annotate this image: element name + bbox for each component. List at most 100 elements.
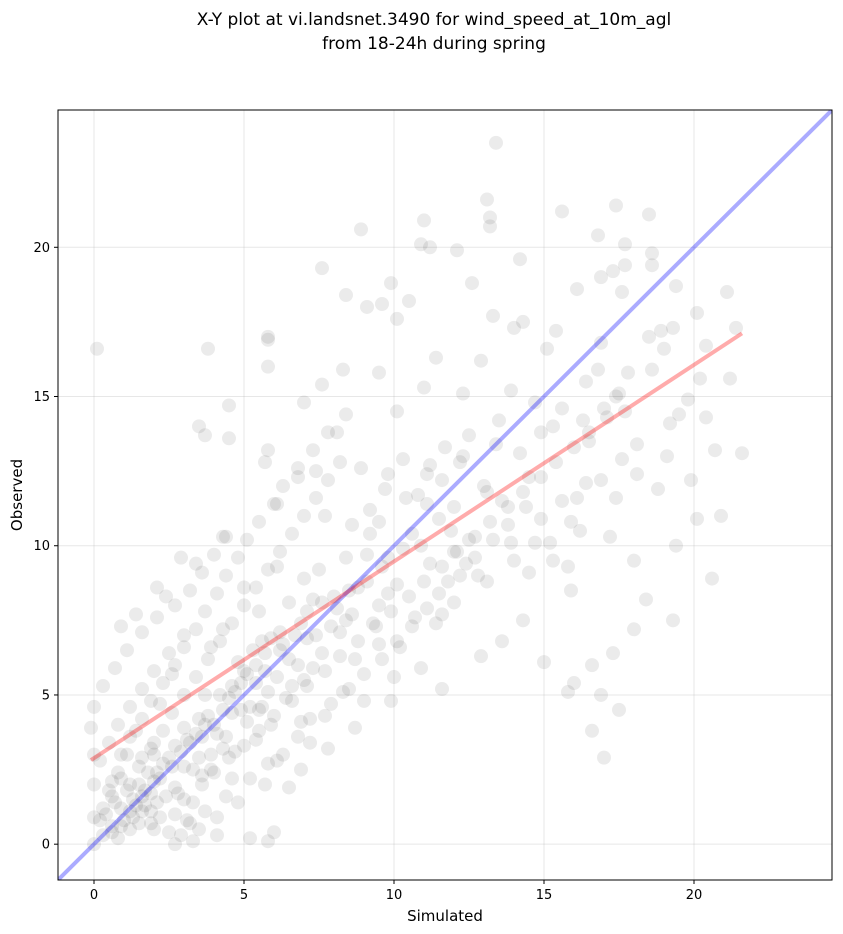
data-point	[480, 574, 494, 589]
data-point	[264, 631, 278, 646]
data-point	[261, 443, 275, 458]
data-point	[273, 544, 287, 559]
data-point	[180, 813, 194, 828]
data-point	[408, 610, 422, 625]
data-point	[195, 777, 209, 792]
data-point	[516, 314, 530, 329]
data-point	[105, 819, 119, 834]
data-point	[135, 804, 149, 819]
grid-lines	[58, 110, 832, 880]
x-tick-label: 10	[386, 888, 403, 903]
y-axis-label: Observed	[8, 459, 26, 531]
data-point	[432, 511, 446, 526]
data-point	[414, 237, 428, 252]
data-point	[162, 750, 176, 765]
data-point	[270, 496, 284, 511]
data-point	[243, 831, 257, 846]
data-point	[222, 750, 236, 765]
data-point	[234, 676, 248, 691]
data-point	[141, 765, 155, 780]
data-point	[111, 717, 125, 732]
data-point	[444, 523, 458, 538]
data-point	[252, 702, 266, 717]
data-point	[468, 529, 482, 544]
data-point	[90, 341, 104, 356]
data-point	[315, 377, 329, 392]
data-point	[561, 559, 575, 574]
data-point	[645, 258, 659, 273]
data-point	[438, 440, 452, 455]
one-to-one-line	[58, 110, 832, 880]
data-point	[297, 571, 311, 586]
data-point	[582, 434, 596, 449]
data-point	[144, 741, 158, 756]
data-point	[105, 774, 119, 789]
data-point	[267, 496, 281, 511]
data-point	[489, 437, 503, 452]
y-tick-label: 0	[42, 838, 50, 853]
data-point	[384, 276, 398, 291]
data-point	[87, 777, 101, 792]
data-point	[294, 762, 308, 777]
data-point	[630, 437, 644, 452]
data-point	[300, 679, 314, 694]
data-point	[150, 610, 164, 625]
data-point	[222, 431, 236, 446]
data-point	[612, 702, 626, 717]
data-point	[420, 496, 434, 511]
data-point	[96, 679, 110, 694]
data-point	[147, 747, 161, 762]
data-point	[249, 580, 263, 595]
data-point	[570, 282, 584, 297]
data-point	[360, 299, 374, 314]
data-point	[504, 535, 518, 550]
data-point	[261, 834, 275, 849]
data-point	[144, 816, 158, 831]
data-point	[384, 693, 398, 708]
data-point	[294, 714, 308, 729]
data-point	[516, 485, 530, 500]
data-point	[156, 676, 170, 691]
data-point	[609, 198, 623, 213]
data-point	[390, 634, 404, 649]
data-point	[390, 577, 404, 592]
data-point	[564, 514, 578, 529]
data-point	[348, 720, 362, 735]
data-point	[735, 446, 749, 461]
data-point	[522, 470, 536, 485]
data-point	[129, 607, 143, 622]
data-point	[114, 801, 128, 816]
data-point	[114, 619, 128, 634]
data-point	[237, 580, 251, 595]
data-point	[159, 589, 173, 604]
data-point	[534, 470, 548, 485]
data-point	[522, 565, 536, 580]
data-point	[234, 702, 248, 717]
data-point	[300, 604, 314, 619]
data-point	[597, 401, 611, 416]
data-point	[237, 598, 251, 613]
data-point	[630, 467, 644, 482]
data-point	[492, 413, 506, 428]
data-point	[105, 825, 119, 840]
data-point	[153, 771, 167, 786]
data-point	[402, 294, 416, 309]
chart-title-line-1: X-Y plot at vi.landsnet.3490 for wind_sp…	[196, 10, 672, 30]
data-point	[228, 744, 242, 759]
data-point	[174, 550, 188, 565]
plot-frame	[57, 109, 833, 881]
data-point	[405, 526, 419, 541]
data-point	[369, 619, 383, 634]
data-point	[198, 687, 212, 702]
data-point	[306, 592, 320, 607]
data-point	[174, 828, 188, 843]
chart-title: X-Y plot at vi.landsnet.3490 for wind_sp…	[0, 8, 843, 56]
data-point	[297, 508, 311, 523]
data-point	[423, 556, 437, 571]
data-point	[396, 452, 410, 467]
data-point	[285, 679, 299, 694]
data-point	[330, 425, 344, 440]
data-point	[144, 693, 158, 708]
data-point	[282, 595, 296, 610]
data-point	[654, 323, 668, 338]
